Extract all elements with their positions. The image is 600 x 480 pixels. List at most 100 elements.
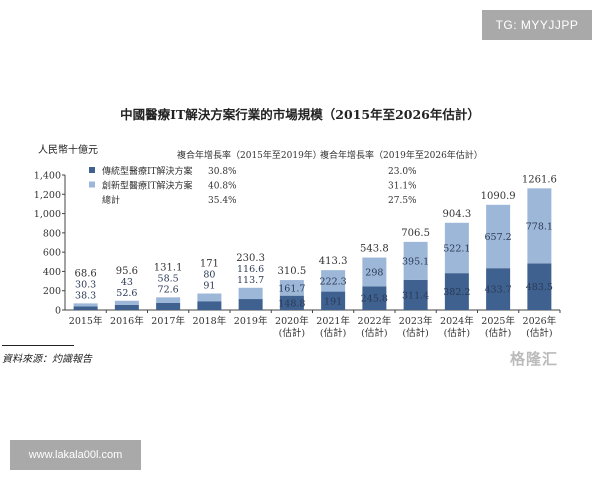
bar-total-label: 68.6 xyxy=(74,268,96,279)
bar-segment-traditional xyxy=(486,268,511,310)
bar-segment-innovative xyxy=(321,270,346,292)
bar-value-label: 433.7 xyxy=(485,285,512,296)
bar-total-label: 543.8 xyxy=(360,244,389,255)
bar-value-label: 483.5 xyxy=(526,282,553,293)
bar-total-label: 706.5 xyxy=(401,228,430,239)
cagr-value-2015-2019: 40.8% xyxy=(208,182,237,192)
bar-segment-innovative xyxy=(444,222,469,274)
logo-text: 格隆汇 xyxy=(510,350,559,368)
x-tick-label: 2019年 xyxy=(234,315,268,327)
bar-value-label: 522.1 xyxy=(443,243,470,254)
bar-segment-innovative xyxy=(114,300,139,305)
legend-label: 總計 xyxy=(102,194,120,206)
x-tick-label: 2024年 xyxy=(440,315,474,327)
y-tick-label: 400 xyxy=(43,267,61,278)
bar-segment-innovative xyxy=(362,257,387,287)
cagr-value-2019-2026: 31.1% xyxy=(388,182,417,192)
cagr-value-2015-2019: 35.4% xyxy=(208,196,237,206)
x-tick-sublabel: (估計) xyxy=(361,327,387,339)
x-tick-label: 2017年 xyxy=(151,315,185,327)
bar-total-label: 230.3 xyxy=(236,253,265,264)
bar-segment-traditional xyxy=(444,273,469,310)
x-tick-sublabel: (估計) xyxy=(526,327,552,339)
bar-value-label: 43 xyxy=(121,277,133,288)
legend-swatch xyxy=(89,181,95,188)
x-tick-sublabel: (估計) xyxy=(485,327,511,339)
y-tick-label: 1,400 xyxy=(34,171,61,182)
bar-value-label: 148.8 xyxy=(278,298,305,309)
bar-segment-innovative xyxy=(238,287,263,300)
bar-total-label: 131.1 xyxy=(154,262,183,273)
bar-value-label: 311.4 xyxy=(402,290,429,301)
bar-total-label: 95.6 xyxy=(116,266,138,277)
bar-segment-traditional xyxy=(527,263,552,310)
bar-value-label: 80 xyxy=(203,270,215,281)
bar-value-label: 52.6 xyxy=(116,288,137,299)
bar-segment-traditional xyxy=(73,306,98,310)
x-tick-label: 2021年 xyxy=(316,315,350,327)
bar-total-label: 1090.9 xyxy=(481,191,516,202)
bar-total-label: 310.5 xyxy=(278,266,307,277)
x-tick-label: 2025年 xyxy=(481,315,515,327)
tg-watermark: TG: MYYJJPP xyxy=(482,10,592,40)
url-watermark: www.lakala00l.com xyxy=(10,440,141,470)
legend-label: 傳統型醫療IT解決方案 xyxy=(102,165,193,177)
bar-segment-innovative xyxy=(527,188,552,264)
x-tick-sublabel: (估計) xyxy=(444,327,470,339)
source-divider xyxy=(2,345,74,346)
bar-segment-innovative xyxy=(73,303,98,307)
y-tick-label: 600 xyxy=(43,248,61,259)
x-tick-label: 2020年 xyxy=(275,315,309,327)
cagr-value-2019-2026: 23.0% xyxy=(388,167,417,177)
bar-value-label: 161.7 xyxy=(278,283,305,294)
x-tick-label: 2018年 xyxy=(193,315,227,327)
bar-segment-innovative xyxy=(279,280,304,296)
bar-value-label: 395.1 xyxy=(402,256,429,267)
legend-label: 創新型醫療IT解決方案 xyxy=(102,180,193,192)
y-tick-label: 1,200 xyxy=(34,190,61,201)
cagr-value-2015-2019: 30.8% xyxy=(208,167,237,177)
bar-value-label: 113.7 xyxy=(237,275,264,286)
x-tick-label: 2016年 xyxy=(110,315,144,327)
chart-title: 中國醫療IT解決方案行業的市場規模（2015年至2026年估計） xyxy=(120,107,480,122)
bar-segment-traditional xyxy=(114,304,139,310)
cagr-header-2019-2026: 複合年增長率（2019年至2026年估計） xyxy=(320,149,483,161)
legend-swatch xyxy=(89,167,95,173)
bar-value-label: 116.6 xyxy=(237,264,264,275)
y-axis-label: 人民幣十億元 xyxy=(38,145,98,156)
y-tick-label: 800 xyxy=(43,228,61,239)
x-tick-label: 2026年 xyxy=(523,315,557,327)
bar-segment-innovative xyxy=(197,293,222,302)
x-tick-label: 2022年 xyxy=(358,315,392,327)
bar-value-label: 778.1 xyxy=(526,221,553,232)
bar-segment-innovative xyxy=(403,241,428,280)
bar-segment-traditional xyxy=(156,302,181,310)
gelonghui-logo: 格隆汇 xyxy=(510,348,558,369)
bar-value-label: 38.3 xyxy=(75,290,96,301)
bar-value-label: 30.3 xyxy=(75,279,96,290)
bar-segment-traditional xyxy=(403,279,428,310)
x-tick-sublabel: (估計) xyxy=(279,327,305,339)
bar-value-label: 222.3 xyxy=(320,276,347,287)
cagr-header-2015-2019: 複合年增長率（2015年至2019年） xyxy=(177,149,322,161)
bar-total-label: 413.3 xyxy=(319,256,348,267)
bar-total-label: 1261.6 xyxy=(522,174,557,185)
bar-total-label: 904.3 xyxy=(443,209,472,220)
bar-value-label: 191 xyxy=(324,296,342,307)
bar-segment-traditional xyxy=(321,291,346,310)
bar-value-label: 72.6 xyxy=(158,284,179,295)
y-tick-label: 0 xyxy=(55,306,61,317)
bar-segment-traditional xyxy=(197,301,222,310)
source-note: 資料來源：灼識報告 xyxy=(2,354,92,365)
bar-segment-traditional xyxy=(362,286,387,310)
bar-segment-innovative xyxy=(156,297,181,303)
y-tick-label: 1,000 xyxy=(34,209,61,220)
bar-segment-traditional xyxy=(279,295,304,310)
bar-value-label: 58.5 xyxy=(158,273,179,284)
bar-value-label: 91 xyxy=(203,281,215,292)
y-tick-label: 200 xyxy=(43,286,61,297)
cagr-value-2019-2026: 27.5% xyxy=(388,196,417,206)
x-tick-label: 2023年 xyxy=(399,315,433,327)
bar-segment-traditional xyxy=(238,299,263,310)
